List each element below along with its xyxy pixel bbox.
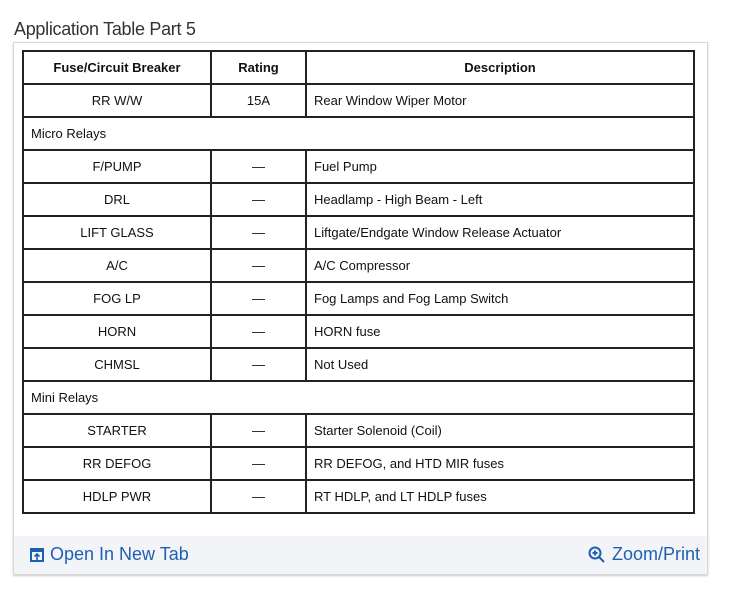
fuse-cell: DRL [22,182,212,217]
fuse-cell: STARTER [22,413,212,448]
fuse-cell: A/C [22,248,212,283]
section-row: Mini Relays [22,380,695,415]
fuse-cell: RR W/W [22,83,212,118]
table-row: RR W/W 15A Rear Window Wiper Motor [22,83,695,118]
table-row: F/PUMP — Fuel Pump [22,149,695,184]
fuse-cell: F/PUMP [22,149,212,184]
table-row: DRL — Headlamp - High Beam - Left [22,182,695,217]
rating-cell: — [210,281,307,316]
fuse-cell: LIFT GLASS [22,215,212,250]
zoom-print-label: Zoom/Print [611,544,700,564]
section-label: Mini Relays [22,380,695,415]
zoom-print-link[interactable]: Zoom/Print [588,544,700,565]
zoom-in-icon [588,546,605,563]
application-table: Fuse/Circuit Breaker Rating Description … [22,50,695,514]
table-header-row: Fuse/Circuit Breaker Rating Description [22,50,695,85]
description-cell: Rear Window Wiper Motor [305,83,695,118]
table-row: HDLP PWR — RT HDLP, and LT HDLP fuses [22,479,695,514]
open-in-new-tab-link[interactable]: Open In New Tab [30,544,189,565]
rating-cell: — [210,215,307,250]
header-fuse: Fuse/Circuit Breaker [22,50,212,85]
rating-cell: — [210,347,307,382]
open-in-new-tab-label: Open In New Tab [50,544,189,564]
rating-cell: — [210,248,307,283]
table-row: HORN — HORN fuse [22,314,695,349]
table-row: STARTER — Starter Solenoid (Coil) [22,413,695,448]
table-row: LIFT GLASS — Liftgate/Endgate Window Relea… [22,215,695,250]
description-cell: RT HDLP, and LT HDLP fuses [305,479,695,514]
rating-cell: 15A [210,83,307,118]
description-cell: RR DEFOG, and HTD MIR fuses [305,446,695,481]
open-new-tab-icon [30,547,44,562]
table-row: A/C — A/C Compressor [22,248,695,283]
rating-cell: — [210,413,307,448]
description-cell: A/C Compressor [305,248,695,283]
table-container: Fuse/Circuit Breaker Rating Description … [13,42,708,575]
fuse-cell: HDLP PWR [22,479,212,514]
description-cell: Liftgate/Endgate Window Release Actuator [305,215,695,250]
fuse-cell: RR DEFOG [22,446,212,481]
description-cell: HORN fuse [305,314,695,349]
rating-cell: — [210,182,307,217]
fuse-cell: CHMSL [22,347,212,382]
description-cell: Fog Lamps and Fog Lamp Switch [305,281,695,316]
header-description: Description [305,50,695,85]
fuse-cell: HORN [22,314,212,349]
footer-bar: Open In New Tab Zoom/Print [14,538,707,574]
header-rating: Rating [210,50,307,85]
description-cell: Starter Solenoid (Coil) [305,413,695,448]
rating-cell: — [210,446,307,481]
rating-cell: — [210,479,307,514]
page-title: Application Table Part 5 [14,19,196,39]
description-cell: Headlamp - High Beam - Left [305,182,695,217]
section-label: Micro Relays [22,116,695,151]
table-row: RR DEFOG — RR DEFOG, and HTD MIR fuses [22,446,695,481]
description-cell: Not Used [305,347,695,382]
section-row: Micro Relays [22,116,695,151]
table-row: CHMSL — Not Used [22,347,695,382]
table-row: FOG LP — Fog Lamps and Fog Lamp Switch [22,281,695,316]
rating-cell: — [210,314,307,349]
rating-cell: — [210,149,307,184]
description-cell: Fuel Pump [305,149,695,184]
fuse-cell: FOG LP [22,281,212,316]
